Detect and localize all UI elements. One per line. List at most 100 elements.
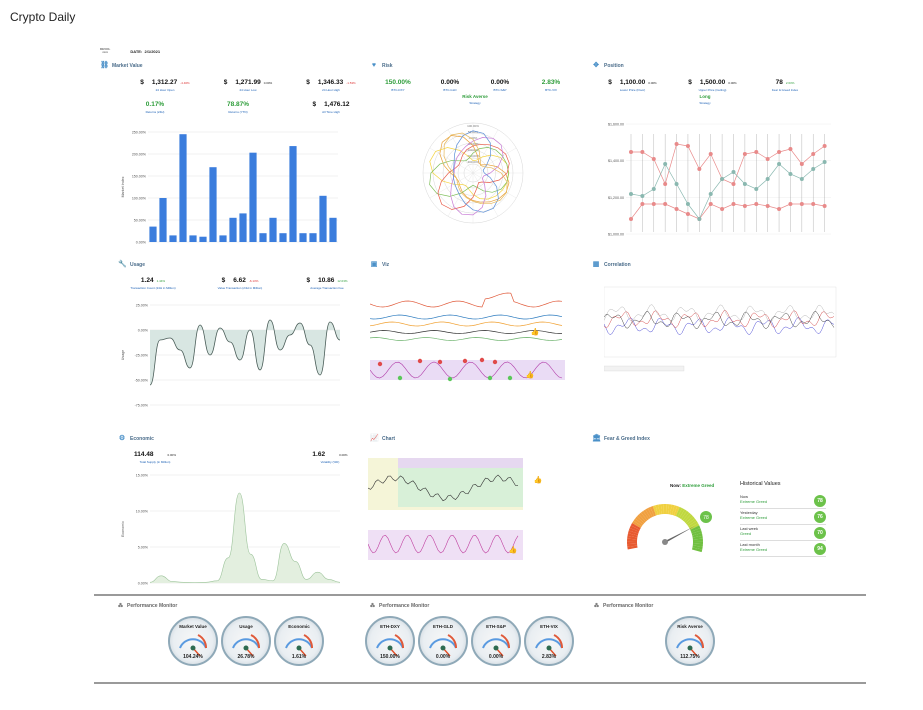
- calendar-icon: ▦: [592, 261, 600, 268]
- buy-marker: [507, 375, 513, 381]
- users-icon: ⁂: [594, 603, 599, 609]
- point: [685, 144, 690, 148]
- radar-series: [450, 137, 504, 216]
- point: [685, 202, 690, 206]
- point: [674, 207, 679, 211]
- buy-marker: [447, 376, 453, 382]
- point: [822, 204, 827, 208]
- gauge-hub: [546, 645, 552, 651]
- gauge-segment: [691, 547, 703, 553]
- correlation-header: ▦ Correlation: [592, 261, 631, 269]
- perf-gauge-label: ETH-GLD: [433, 624, 453, 629]
- top-divider: [94, 594, 866, 596]
- usage-header: 🔧 Usage: [118, 261, 145, 269]
- point: [685, 212, 690, 216]
- oscillator-line: [368, 534, 519, 554]
- point: [777, 162, 782, 166]
- tick-label: -100.00%: [467, 148, 480, 152]
- area-line: [149, 492, 341, 583]
- tick-label: 0.00%: [469, 136, 478, 140]
- kv-24h-low: $1,271.99 0.00% 24 Hour Low: [223, 79, 273, 92]
- gauge-segment: [638, 512, 648, 522]
- point: [731, 182, 736, 186]
- radar-series: [443, 132, 508, 205]
- line-chart-icon: 📈: [370, 435, 379, 442]
- kv-total-supply: 114.48 0.00% Total Supply (in Million): [133, 451, 177, 464]
- gauge-segment: [692, 545, 703, 550]
- panel-title: Usage: [130, 262, 146, 268]
- position-header: ✥ Position: [592, 62, 624, 70]
- gauge-hub: [387, 645, 393, 651]
- gauge-segment: [635, 516, 645, 525]
- history-period: Last week: [740, 526, 759, 531]
- point: [663, 202, 668, 206]
- move-icon: ✥: [593, 62, 599, 69]
- bar: [269, 217, 277, 242]
- tick-label: -300.00%: [467, 160, 480, 164]
- radar-spoke: [472, 172, 517, 199]
- viz-series: [370, 330, 563, 334]
- kv-btc-sp: 0.00% BTC-S&P: [490, 79, 510, 92]
- tick-label: $1,600.00: [608, 123, 624, 127]
- oscillator-band: [368, 530, 523, 560]
- chart-header: 📈 Chart: [370, 435, 395, 443]
- history-period: Last month: [740, 542, 760, 547]
- gauge-segment: [671, 505, 678, 516]
- perf-gauge: Usage 26.78%: [221, 616, 271, 666]
- economic-area-chart: 15.00% 10.00% 5.00% 0.00% Economic: [121, 474, 341, 586]
- gauge-segment: [691, 527, 702, 534]
- point: [788, 172, 793, 176]
- kv-fear-greed: 78 2.63% Fear & Greed Index: [771, 79, 799, 92]
- market-value-bar-chart: 250.00% 200.00% 150.00% 100.00% 50.00% 0.00% M…: [121, 131, 338, 245]
- point: [731, 202, 736, 206]
- point: [629, 150, 633, 154]
- tick-label: 100.00%: [467, 124, 479, 128]
- point: [742, 182, 747, 186]
- perf-gauge: Economic 1.61%: [274, 616, 324, 666]
- area-line: [149, 319, 341, 386]
- panel-title: Position: [604, 63, 624, 69]
- gauge-hub: [296, 645, 302, 651]
- perf-gauge-value: 1.61%: [291, 654, 307, 660]
- viz-oscillator: [370, 361, 563, 379]
- gauge-arc-red: [303, 634, 314, 649]
- perf-gauge-dial: [429, 634, 458, 657]
- bar: [279, 233, 287, 242]
- gauge-segment: [630, 523, 641, 530]
- point: [720, 177, 725, 181]
- point: [663, 162, 668, 166]
- point: [720, 207, 725, 211]
- perf-gauge-label: ETH-DXY: [380, 624, 400, 629]
- perf-gauge-dial: [535, 634, 564, 657]
- perf-gauge-value: 112.75%: [680, 654, 700, 660]
- gauge-segment: [677, 508, 685, 519]
- tick-label: 15.00%: [136, 474, 149, 478]
- perf-gauge: ETH-S&P 0.00%: [471, 616, 521, 666]
- y-axis-label: Usage: [121, 350, 125, 360]
- gauge-segment: [673, 505, 680, 517]
- market-value-panel: ⛓ Market Value: [100, 60, 350, 250]
- gauge-segment: [633, 518, 644, 527]
- historical-values-title: Historical Values: [740, 481, 781, 487]
- gauge-segment: [627, 538, 638, 542]
- perf-gauge-label: Risk Averse: [677, 624, 703, 629]
- gauge-arc-red: [694, 634, 705, 649]
- tick-label: 5.00%: [138, 546, 149, 550]
- correlation-chart: [604, 286, 837, 372]
- bar: [209, 167, 217, 242]
- bar: [239, 213, 247, 242]
- date-header: DEVOL ▭▭ DATE: 2/1/2021: [100, 48, 160, 54]
- fear-greed-header: 🏛 Fear & Greed Index: [592, 435, 650, 443]
- gauge-segment: [655, 504, 660, 515]
- bottom-divider: [94, 682, 866, 684]
- history-row: Last month Extreme Greed 94: [740, 542, 826, 557]
- radar-spoke: [472, 129, 499, 174]
- fear-greed-gauge: 78: [627, 504, 712, 553]
- bar: [259, 233, 267, 242]
- point: [765, 157, 770, 161]
- viz-header: ▣ Viz: [370, 261, 389, 269]
- point: [663, 182, 668, 186]
- perf-gauge-label: Economic: [288, 624, 310, 629]
- perf-gauge-dial: [285, 634, 314, 657]
- perf-gauge-dial: [232, 634, 261, 657]
